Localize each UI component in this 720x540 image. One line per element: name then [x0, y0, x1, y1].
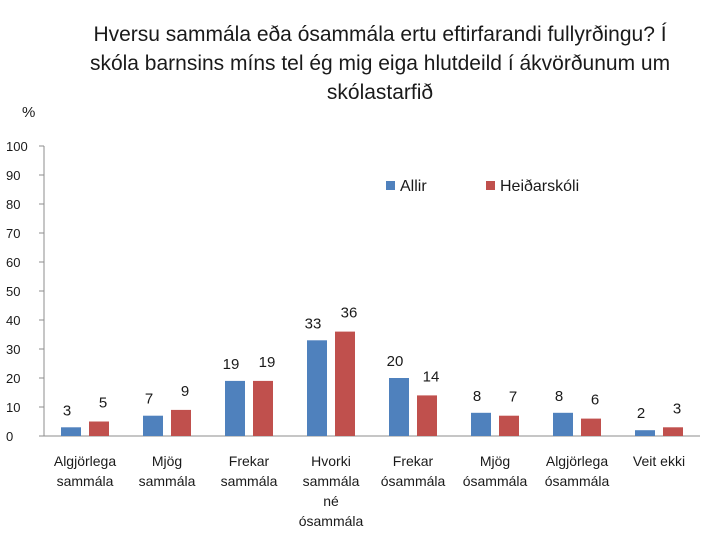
x-category-label: Veit ekki — [633, 453, 685, 469]
bar-allir — [225, 380, 245, 436]
bar-heiðarskóli — [417, 395, 437, 436]
x-category-label: ósammála — [463, 473, 528, 489]
y-tick-label: 40 — [6, 313, 20, 328]
data-label: 14 — [423, 368, 440, 385]
data-label: 8 — [473, 388, 481, 405]
x-category-label: sammála — [139, 473, 196, 489]
bar-allir — [389, 378, 409, 436]
data-label: 20 — [387, 353, 404, 370]
legend-label-heiðarskóli: Heiðarskóli — [500, 178, 579, 195]
data-label: 36 — [341, 305, 358, 322]
x-category-label: sammála — [221, 473, 278, 489]
data-label: 3 — [673, 400, 681, 417]
y-tick-label: 60 — [6, 255, 20, 270]
legend-swatch-heiðarskóli — [486, 181, 495, 190]
data-label: 33 — [305, 315, 322, 332]
y-tick-label: 20 — [6, 371, 20, 386]
y-tick-label: 30 — [6, 342, 20, 357]
chart-title: Hversu sammála eða ósammála ertu eftirfa… — [89, 23, 671, 104]
y-axis-unit-label: % — [22, 104, 36, 121]
legend-swatch-allir — [386, 181, 395, 190]
y-tick-label: 90 — [6, 168, 20, 183]
x-category-label: Mjög — [152, 453, 182, 469]
x-category-label: Algjörlega — [54, 453, 116, 469]
data-label: 9 — [181, 383, 189, 400]
y-tick-label: 70 — [6, 226, 20, 241]
x-category-label: Mjög — [480, 453, 510, 469]
bar-allir — [553, 412, 573, 436]
x-category-label: né — [323, 493, 339, 509]
bar-heiðarskóli — [253, 380, 273, 436]
data-label: 5 — [99, 395, 107, 412]
bar-heiðarskóli — [581, 418, 601, 436]
y-tick-label: 50 — [6, 284, 20, 299]
y-tick-label: 0 — [6, 429, 13, 444]
bar-heiðarskóli — [499, 415, 519, 436]
data-label: 2 — [637, 405, 645, 422]
x-category-label: Algjörlega — [546, 453, 608, 469]
x-category-label: ósammála — [299, 513, 364, 529]
data-label: 19 — [259, 354, 276, 371]
bar-heiðarskóli — [171, 409, 191, 436]
data-label: 7 — [145, 391, 153, 408]
data-label: 19 — [223, 356, 240, 373]
x-category-label: ósammála — [545, 473, 610, 489]
x-category-label: ósammála — [381, 473, 446, 489]
bar-heiðarskóli — [89, 421, 109, 436]
data-label: 6 — [591, 392, 599, 409]
y-tick-label: 100 — [6, 139, 28, 154]
legend-label-allir: Allir — [400, 178, 427, 195]
bar-heiðarskóli — [663, 427, 683, 436]
data-label: 7 — [509, 389, 517, 406]
data-label: 3 — [63, 402, 71, 419]
bar-allir — [471, 412, 491, 436]
x-category-label: Frekar — [229, 453, 270, 469]
x-category-label: sammála — [57, 473, 114, 489]
bar-allir — [307, 340, 327, 436]
x-category-label: Hvorki — [311, 453, 351, 469]
bar-allir — [143, 415, 163, 436]
y-tick-label: 80 — [6, 197, 20, 212]
bar-allir — [635, 430, 655, 436]
bar-heiðarskóli — [335, 331, 355, 436]
x-category-label: sammála — [303, 473, 360, 489]
y-tick-label: 10 — [6, 400, 20, 415]
bar-allir — [61, 427, 81, 436]
x-category-label: Frekar — [393, 453, 434, 469]
data-label: 8 — [555, 388, 563, 405]
